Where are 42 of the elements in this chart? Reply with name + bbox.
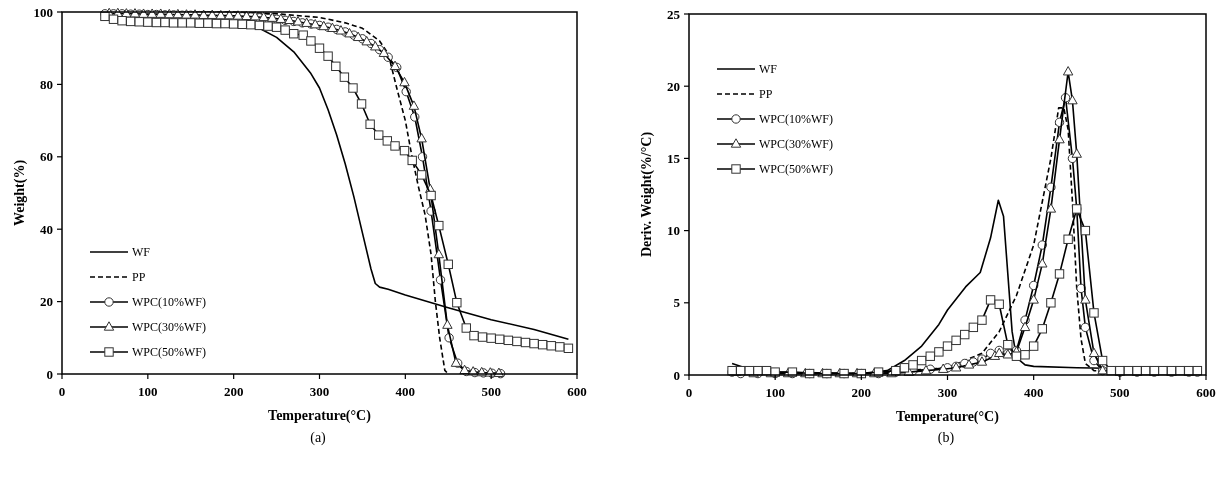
x-tick-label: 200 (851, 385, 872, 400)
y-tick-label: 20 (40, 294, 53, 310)
y-tick-label: 5 (673, 295, 681, 311)
text: (b) (937, 430, 955, 446)
legend-label: WPC(10%WF) (132, 295, 206, 309)
legend-label: WPC(50%WF) (759, 162, 833, 176)
legend-label: PP (759, 87, 773, 101)
x-tick-label: 500 (1110, 385, 1130, 400)
legend-label: WPC(30%WF) (132, 320, 206, 334)
y-tick-label: 0 (46, 366, 53, 382)
x-tick-label: 100 (765, 385, 785, 400)
legend-label: WPC(30%WF) (759, 137, 833, 151)
y-tick-label: 80 (40, 76, 53, 92)
x-tick-label: 100 (138, 384, 158, 399)
legend-label: WF (132, 245, 151, 259)
x-axis-title: Temperature(°C) (896, 409, 1000, 425)
y-tick-label: 10 (667, 223, 680, 239)
y-tick-label: 0 (673, 367, 680, 383)
x-tick-label: 400 (395, 384, 416, 399)
x-tick-label: 600 (1196, 385, 1216, 400)
legend-label: WPC(50%WF) (132, 345, 206, 359)
y-tick-label: 20 (667, 78, 680, 94)
x-tick-label: 500 (481, 384, 501, 399)
text: (a) (310, 430, 327, 446)
y-axis-title: Weight(%) (12, 159, 28, 227)
legend-label: PP (132, 270, 146, 284)
x-tick-label: 200 (223, 384, 244, 399)
x-tick-label: 0 (685, 385, 693, 400)
x-tick-label: 400 (1023, 385, 1044, 400)
y-tick-label: 60 (40, 149, 53, 165)
x-axis-title: Temperature(°C) (268, 408, 372, 424)
x-tick-label: 600 (567, 384, 587, 399)
legend-label: WPC(10%WF) (759, 112, 833, 126)
x-tick-label: 0 (58, 384, 66, 399)
x-tick-label: 300 (309, 384, 330, 399)
x-tick-label: 300 (937, 385, 958, 400)
y-tick-label: 100 (33, 4, 53, 20)
y-axis-title: Deriv. Weight(%/°C) (639, 131, 655, 258)
y-tick-label: 25 (667, 6, 681, 22)
legend-label: WF (759, 62, 778, 76)
y-tick-label: 15 (667, 150, 681, 166)
y-tick-label: 40 (40, 221, 53, 237)
